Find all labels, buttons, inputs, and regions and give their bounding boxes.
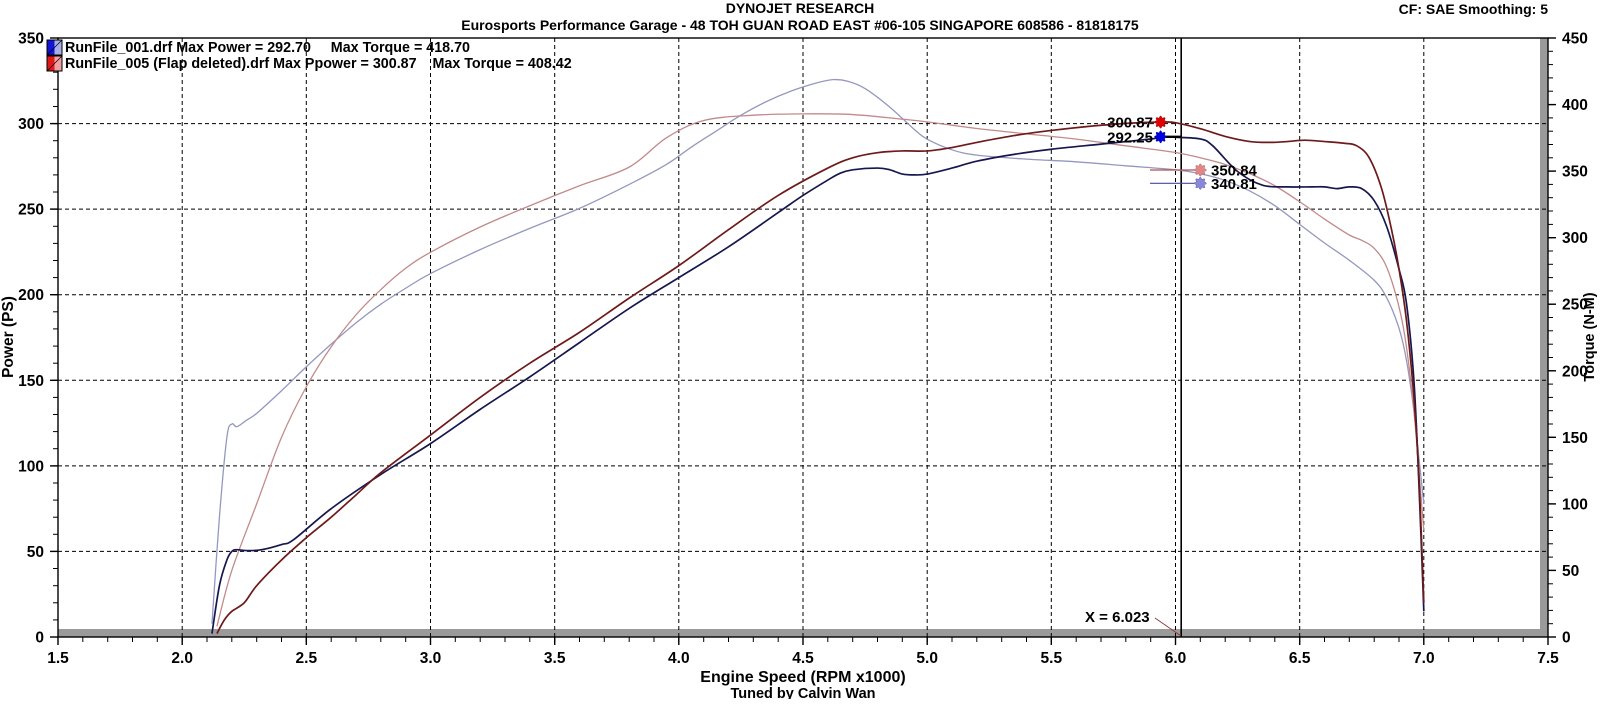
- svg-text:100: 100: [1562, 496, 1588, 513]
- svg-text:350: 350: [18, 31, 44, 48]
- svg-text:Engine Speed (RPM x1000): Engine Speed (RPM x1000): [700, 669, 905, 686]
- svg-text:150: 150: [1562, 430, 1588, 447]
- svg-text:300: 300: [18, 116, 44, 133]
- svg-text:5.0: 5.0: [916, 650, 938, 667]
- svg-text:100: 100: [18, 458, 44, 475]
- svg-text:3.5: 3.5: [544, 650, 566, 667]
- svg-text:CF: SAE Smoothing: 5: CF: SAE Smoothing: 5: [1399, 1, 1549, 17]
- svg-text:4.5: 4.5: [792, 650, 814, 667]
- svg-text:6.0: 6.0: [1165, 650, 1187, 667]
- svg-text:200: 200: [18, 287, 44, 304]
- svg-text:7.5: 7.5: [1537, 650, 1559, 667]
- svg-text:0: 0: [35, 630, 44, 647]
- svg-text:300: 300: [1562, 230, 1588, 247]
- svg-text:RunFile_005 (Flap deleted).drf: RunFile_005 (Flap deleted).drf Max Ppowe…: [65, 56, 572, 72]
- svg-text:4.0: 4.0: [668, 650, 690, 667]
- svg-text:5.5: 5.5: [1041, 650, 1063, 667]
- svg-text:Eurosports Performance Garage: Eurosports Performance Garage - 48 TOH G…: [461, 17, 1139, 33]
- svg-text:400: 400: [1562, 97, 1588, 114]
- svg-text:DYNOJET RESEARCH: DYNOJET RESEARCH: [726, 0, 875, 16]
- svg-text:6.5: 6.5: [1289, 650, 1311, 667]
- svg-text:2.5: 2.5: [296, 650, 318, 667]
- svg-text:RunFile_001.drf Max Power = 29: RunFile_001.drf Max Power = 292.70 Max T…: [65, 40, 470, 56]
- svg-text:Tuned by Calvin Wan: Tuned by Calvin Wan: [730, 686, 875, 699]
- svg-text:50: 50: [27, 544, 44, 561]
- svg-text:2.0: 2.0: [171, 650, 193, 667]
- svg-text:3.0: 3.0: [420, 650, 442, 667]
- svg-text:150: 150: [18, 373, 44, 390]
- svg-text:7.0: 7.0: [1413, 650, 1435, 667]
- svg-text:292.25: 292.25: [1107, 129, 1153, 146]
- svg-text:450: 450: [1562, 31, 1588, 48]
- svg-text:50: 50: [1562, 563, 1579, 580]
- svg-text:1.5: 1.5: [47, 650, 69, 667]
- svg-text:350: 350: [1562, 164, 1588, 181]
- svg-text:X = 6.023: X = 6.023: [1085, 609, 1150, 626]
- svg-text:340.81: 340.81: [1211, 176, 1257, 193]
- svg-text:Torque (N-M): Torque (N-M): [1582, 292, 1598, 381]
- svg-text:Power (PS): Power (PS): [0, 296, 17, 378]
- svg-text:0: 0: [1562, 630, 1571, 647]
- svg-text:250: 250: [18, 202, 44, 219]
